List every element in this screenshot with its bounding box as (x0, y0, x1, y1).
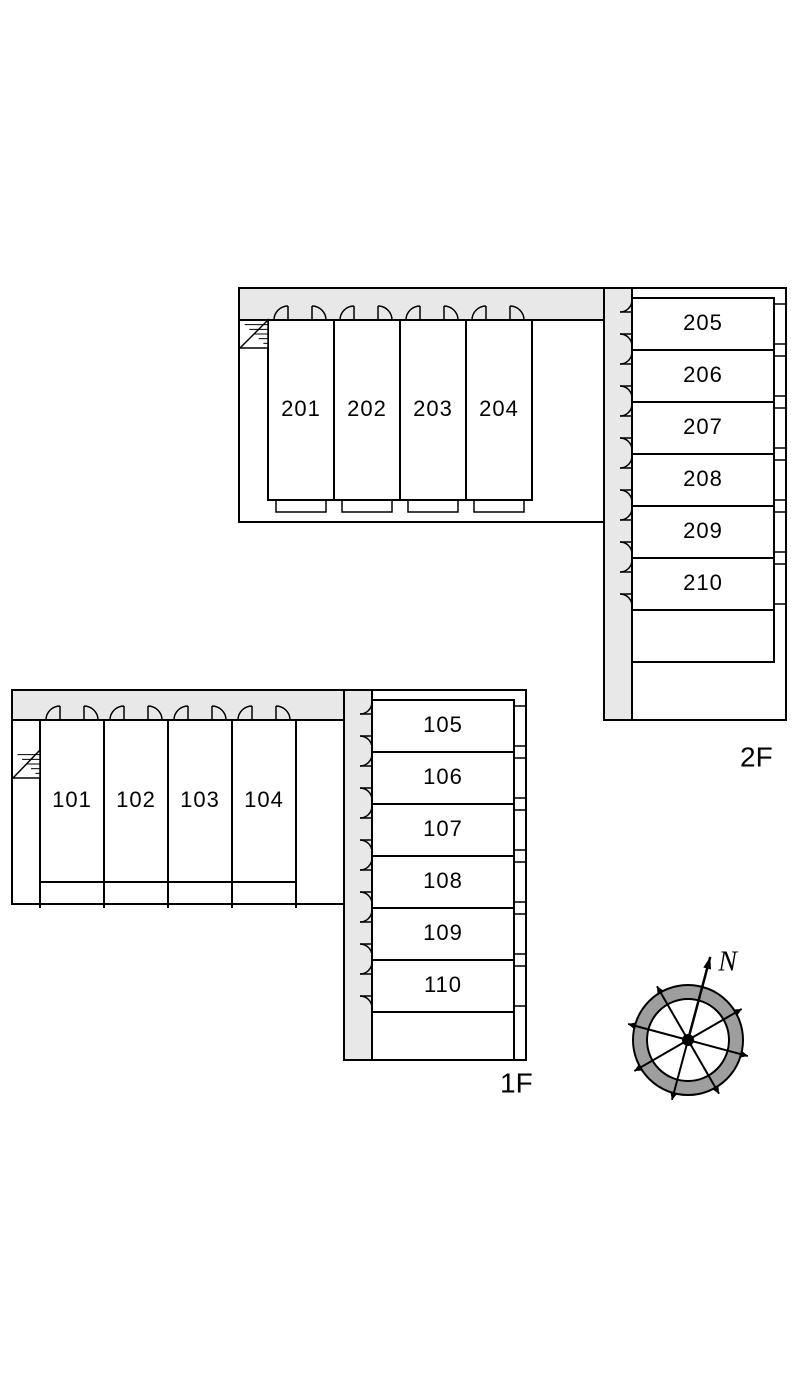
stairs-icon (240, 320, 268, 348)
floorplan-diagram: 2012022032042052062072082092102F10110210… (0, 0, 800, 1381)
balcony (514, 706, 526, 746)
balcony (774, 304, 786, 344)
unit-label-106: 106 (423, 764, 463, 789)
unit-label-210: 210 (683, 570, 723, 595)
unit-label-208: 208 (683, 466, 723, 491)
balcony (514, 966, 526, 1006)
compass-icon: N (628, 947, 748, 1100)
unit-label-103: 103 (180, 787, 220, 812)
balcony (774, 356, 786, 396)
unit-label-102: 102 (116, 787, 156, 812)
balcony (514, 758, 526, 798)
unit-label-109: 109 (423, 920, 463, 945)
unit-label-202: 202 (347, 396, 387, 421)
corridor (604, 288, 632, 720)
balcony (342, 500, 392, 512)
corridor (12, 690, 344, 720)
wing-a-2f: 201 202 203 204 (239, 288, 621, 522)
balcony (408, 500, 458, 512)
balcony (514, 862, 526, 902)
unit-label-204: 204 (479, 396, 519, 421)
balcony (774, 564, 786, 604)
compass-n-label: N (717, 947, 738, 978)
unit-label-205: 205 (683, 310, 723, 335)
unit-label-105: 105 (423, 712, 463, 737)
wing-b-2f: 205 206 207 208 209 210 (604, 288, 786, 720)
balcony (774, 512, 786, 552)
wing-b-1f: 105 106 107 108 109 110 (344, 690, 526, 1060)
unit-label-108: 108 (423, 868, 463, 893)
unit-label-206: 206 (683, 362, 723, 387)
unit-label-203: 203 (413, 396, 453, 421)
floor-label-2f: 2F (740, 741, 773, 772)
balcony (514, 810, 526, 850)
balcony (774, 408, 786, 448)
wing-a-1f: 101 102 103 104 (12, 690, 344, 908)
balcony (276, 500, 326, 512)
unit-blank (632, 610, 774, 662)
corridor (344, 690, 372, 1060)
corridor (239, 288, 621, 320)
unit-label-110: 110 (424, 972, 462, 997)
unit-label-101: 101 (52, 787, 92, 812)
balcony (774, 460, 786, 500)
floor-label-1f: 1F (500, 1067, 533, 1098)
stairs-icon (13, 750, 40, 778)
unit-label-207: 207 (683, 414, 723, 439)
unit-label-209: 209 (683, 518, 723, 543)
balcony (474, 500, 524, 512)
unit-label-104: 104 (244, 787, 284, 812)
unit-label-107: 107 (423, 816, 463, 841)
unit-label-201: 201 (281, 396, 321, 421)
unit-blank (372, 1012, 514, 1060)
balcony (514, 914, 526, 954)
